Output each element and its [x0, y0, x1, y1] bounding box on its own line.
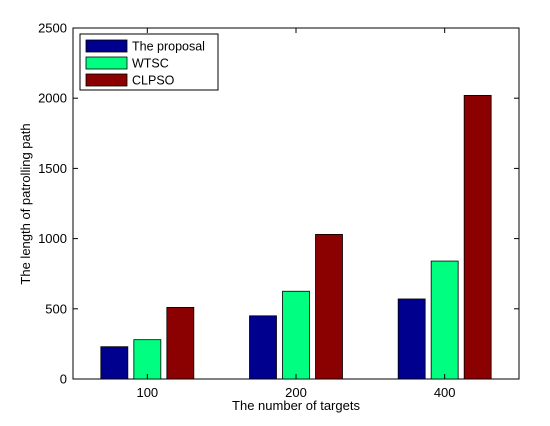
y-tick-label: 1000	[38, 231, 67, 246]
y-tick-label: 0	[60, 372, 67, 387]
bar-clpso-400	[463, 94, 492, 380]
x-tick-label: 400	[434, 385, 456, 400]
x-tick-label: 200	[285, 385, 307, 400]
bar-clpso-200	[315, 233, 343, 380]
legend: The proposal WTSC CLPSO	[79, 33, 219, 91]
bar-wtsc-400	[430, 260, 459, 380]
x-axis: 100 200 400	[136, 28, 456, 400]
bar-wtsc-100	[133, 339, 162, 380]
x-tick-label: 100	[136, 385, 158, 400]
y-axis-label: The length of patrolling path	[18, 123, 33, 284]
legend-swatch	[85, 39, 128, 53]
bar-clpso-100	[166, 306, 195, 380]
legend-label: CLPSO	[132, 74, 175, 88]
legend-label: The proposal	[132, 40, 205, 54]
bar-the-proposal-100	[100, 346, 129, 380]
legend-label: WTSC	[132, 57, 169, 71]
y-axis: 0 500 1000 1500 2000 2500	[38, 21, 519, 387]
y-tick-label: 500	[45, 301, 67, 316]
legend-swatch	[85, 56, 128, 70]
x-axis-label: The number of targets	[232, 398, 360, 413]
y-tick-label: 2000	[38, 91, 67, 106]
legend-swatch	[85, 73, 128, 87]
bar-the-proposal-400	[397, 298, 426, 380]
bar-the-proposal-200	[249, 315, 277, 380]
y-tick-label: 1500	[38, 161, 67, 176]
bars-group	[100, 94, 492, 380]
bar-wtsc-200	[282, 290, 310, 380]
y-tick-label: 2500	[38, 21, 67, 36]
